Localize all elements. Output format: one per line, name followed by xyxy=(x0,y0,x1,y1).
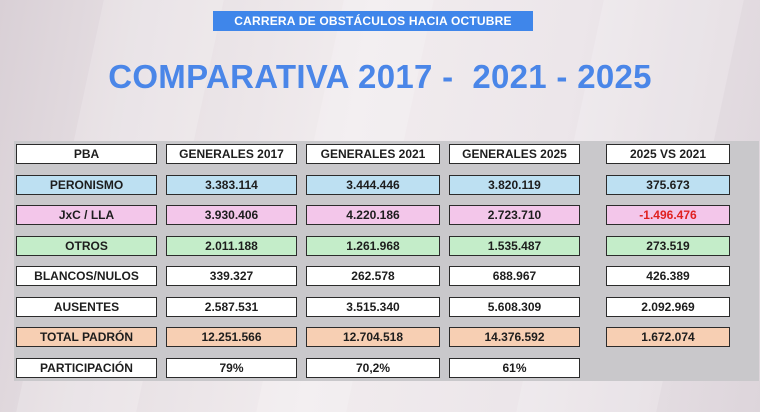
table-cell: 1.261.968 xyxy=(306,236,440,256)
table-cell: 12.704.518 xyxy=(306,327,440,347)
column-header: PBA xyxy=(16,144,157,164)
diff-cell: 2.092.969 xyxy=(606,297,730,317)
column-header: GENERALES 2017 xyxy=(166,144,297,164)
column-header: GENERALES 2021 xyxy=(306,144,440,164)
table-cell: 262.578 xyxy=(306,266,440,286)
table-cell: 61% xyxy=(449,358,580,378)
table-cell: 3.444.446 xyxy=(306,175,440,195)
table-cell: 3.383.114 xyxy=(166,175,297,195)
table-cell: 70,2% xyxy=(306,358,440,378)
row-label: TOTAL PADRÓN xyxy=(16,327,157,347)
diff-cell: 1.672.074 xyxy=(606,327,730,347)
table-cell: 3.820.119 xyxy=(449,175,580,195)
table-cell: 5.608.309 xyxy=(449,297,580,317)
column-header: GENERALES 2025 xyxy=(449,144,580,164)
table-cell: 339.327 xyxy=(166,266,297,286)
table-cell: 3.515.340 xyxy=(306,297,440,317)
row-label: JxC / LLA xyxy=(16,205,157,225)
diff-cell: -1.496.476 xyxy=(606,205,730,225)
row-label: PARTICIPACIÓN xyxy=(16,358,157,378)
table-cell: 2.587.531 xyxy=(166,297,297,317)
row-label: OTROS xyxy=(16,236,157,256)
diff-cell: 426.389 xyxy=(606,266,730,286)
table-cell: 688.967 xyxy=(449,266,580,286)
table-cell: 2.723.710 xyxy=(449,205,580,225)
header-banner: CARRERA DE OBSTÁCULOS HACIA OCTUBRE xyxy=(213,11,533,31)
page-title: COMPARATIVA 2017 - 2021 - 2025 xyxy=(108,58,652,95)
table-cell: 14.376.592 xyxy=(449,327,580,347)
row-label: BLANCOS/NULOS xyxy=(16,266,157,286)
table-cell: 79% xyxy=(166,358,297,378)
table-cell: 1.535.487 xyxy=(449,236,580,256)
diff-cell: 375.673 xyxy=(606,175,730,195)
table-cell: 3.930.406 xyxy=(166,205,297,225)
row-label: AUSENTES xyxy=(16,297,157,317)
column-header: 2025 VS 2021 xyxy=(606,144,730,164)
table-cell: 2.011.188 xyxy=(166,236,297,256)
table-cell: 12.251.566 xyxy=(166,327,297,347)
row-label: PERONISMO xyxy=(16,175,157,195)
diff-cell: 273.519 xyxy=(606,236,730,256)
table-cell: 4.220.186 xyxy=(306,205,440,225)
